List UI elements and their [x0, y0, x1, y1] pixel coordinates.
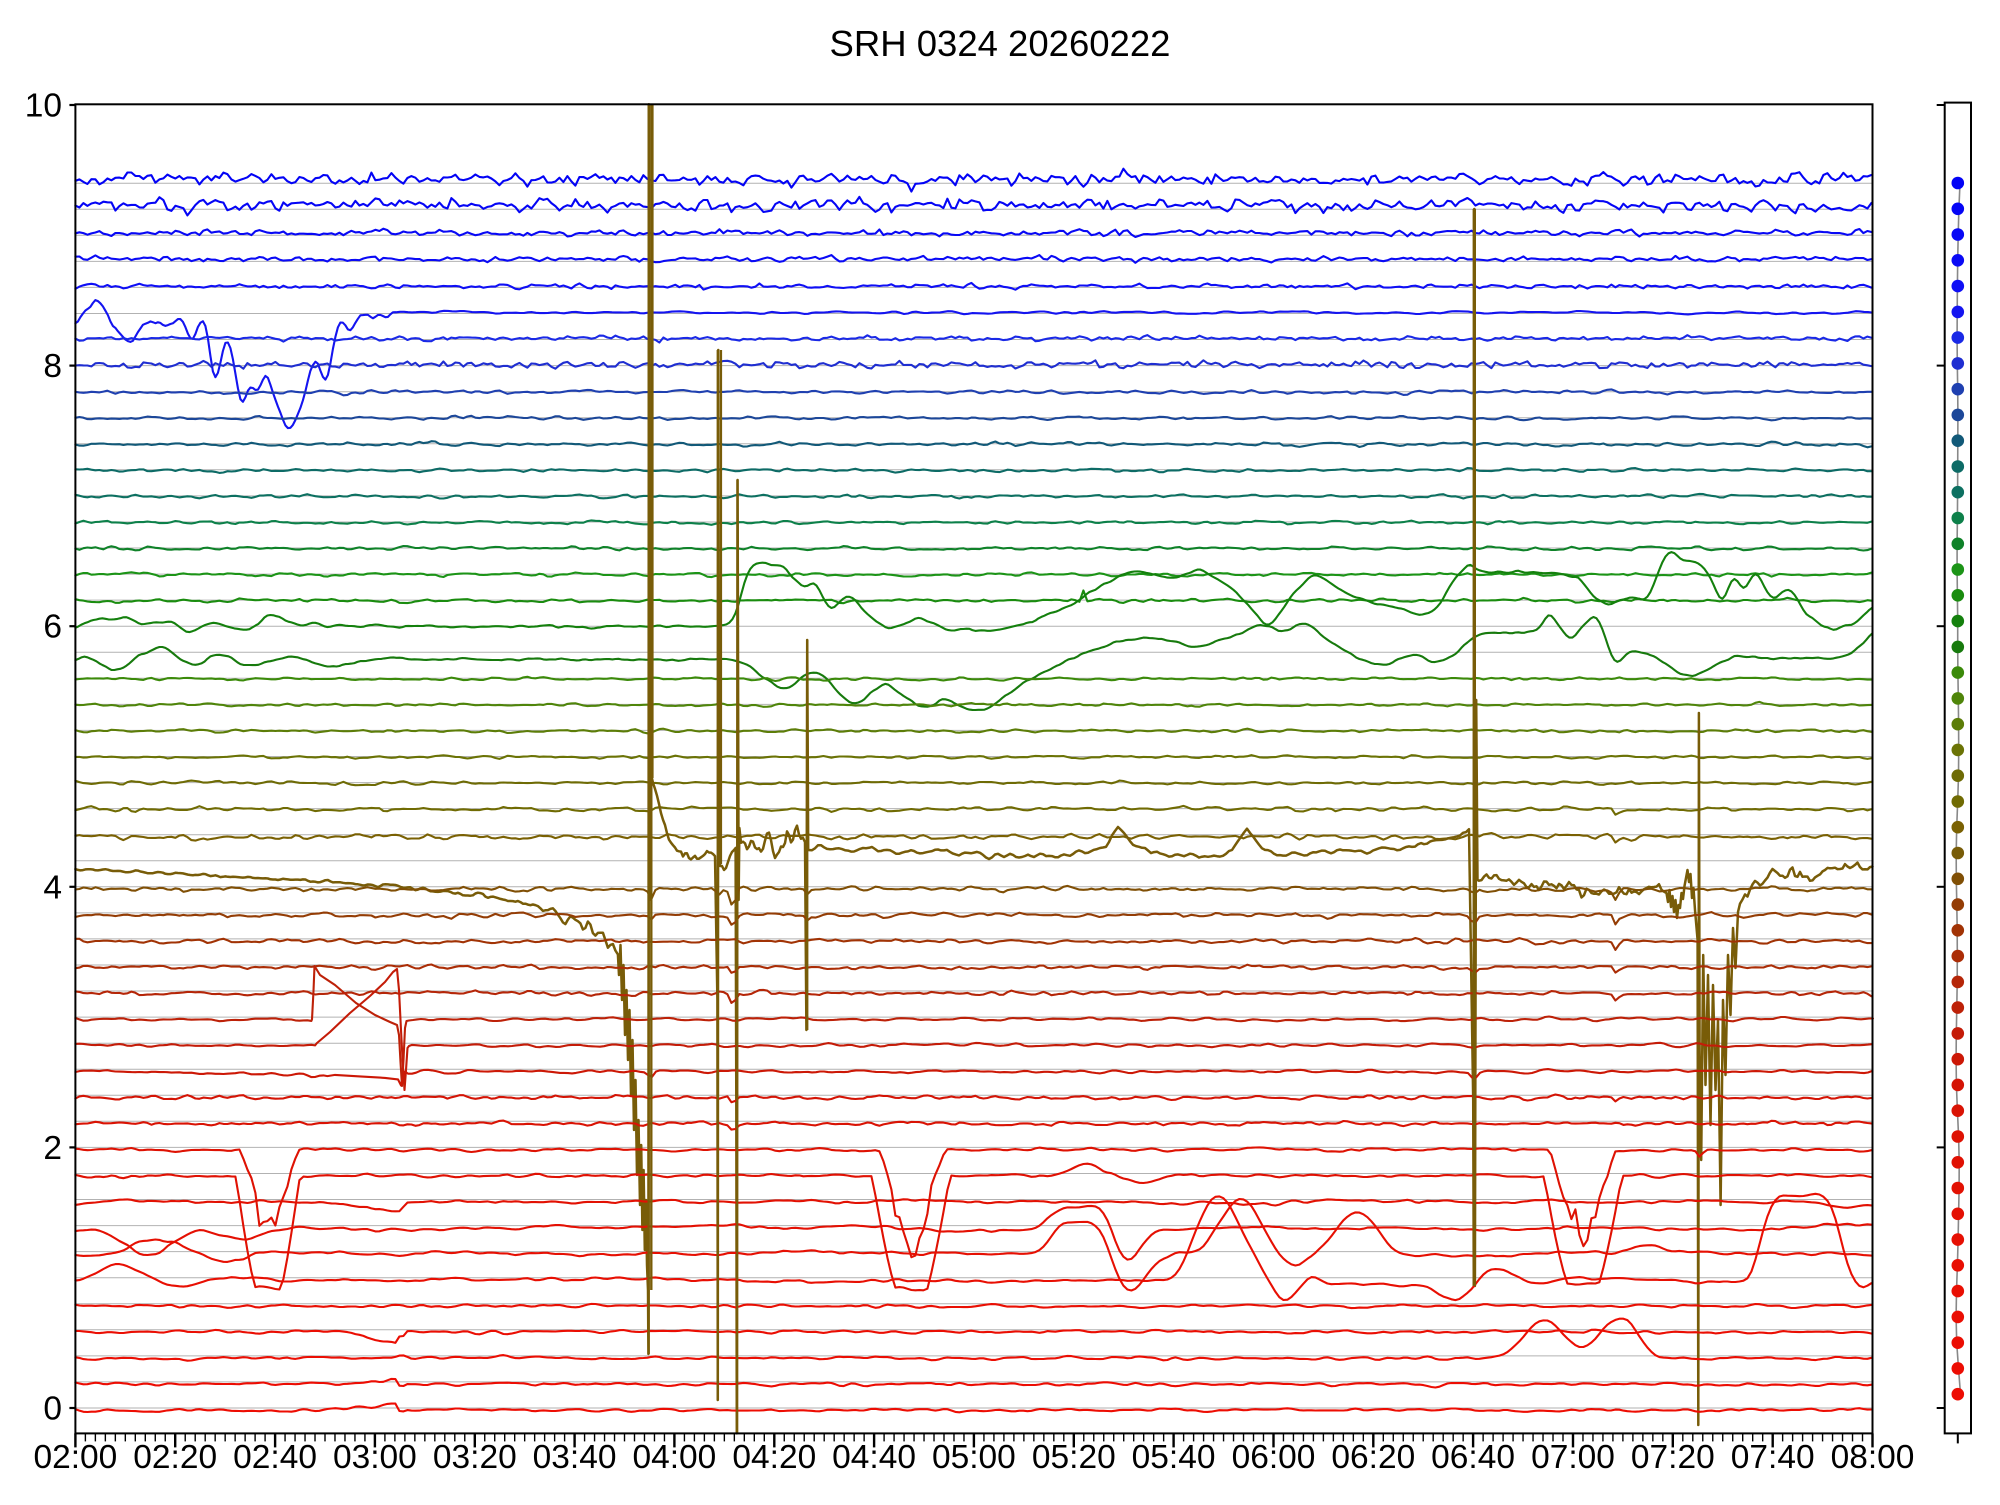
- svg-text:6: 6: [43, 609, 62, 646]
- svg-text:05:20: 05:20: [1032, 1439, 1116, 1476]
- svg-text:02:40: 02:40: [233, 1439, 317, 1476]
- svg-text:05:00: 05:00: [932, 1439, 1016, 1476]
- svg-text:06:20: 06:20: [1331, 1439, 1415, 1476]
- svg-text:07:40: 07:40: [1731, 1439, 1815, 1476]
- svg-text:04:40: 04:40: [832, 1439, 916, 1476]
- svg-text:05:40: 05:40: [1132, 1439, 1216, 1476]
- svg-text:06:00: 06:00: [1232, 1439, 1316, 1476]
- svg-text:02:00: 02:00: [33, 1439, 117, 1476]
- svg-text:03:00: 03:00: [333, 1439, 417, 1476]
- svg-text:07:20: 07:20: [1631, 1439, 1715, 1476]
- svg-text:08:00: 08:00: [1831, 1439, 1915, 1476]
- svg-text:0: 0: [43, 1391, 62, 1428]
- svg-text:8: 8: [43, 348, 62, 385]
- svg-text:4: 4: [43, 869, 62, 906]
- svg-text:07:00: 07:00: [1531, 1439, 1615, 1476]
- svg-text:06:40: 06:40: [1431, 1439, 1515, 1476]
- svg-text:10: 10: [25, 88, 62, 125]
- svg-text:03:40: 03:40: [533, 1439, 617, 1476]
- svg-text:03:20: 03:20: [433, 1439, 517, 1476]
- svg-text:2: 2: [43, 1130, 62, 1167]
- svg-text:04:20: 04:20: [732, 1439, 816, 1476]
- svg-text:04:00: 04:00: [632, 1439, 716, 1476]
- svg-text:02:20: 02:20: [133, 1439, 217, 1476]
- svg-text:SRH 0324 20260222: SRH 0324 20260222: [830, 23, 1171, 64]
